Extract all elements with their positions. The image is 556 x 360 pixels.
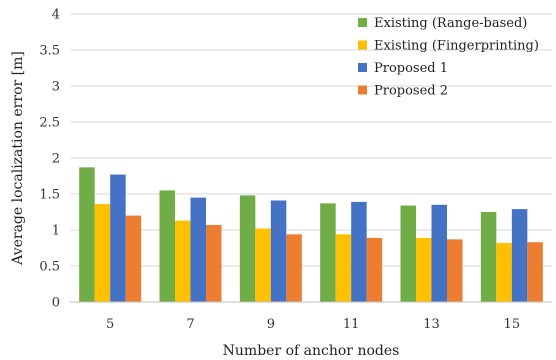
bar — [431, 204, 447, 302]
y-tick-label: 2.5 — [39, 116, 60, 131]
x-tick-label: 5 — [106, 317, 114, 332]
bar — [79, 167, 95, 302]
x-tick-label: 7 — [186, 317, 194, 332]
y-tick-label: 1 — [52, 224, 60, 239]
legend: Existing (Range-based) Existing (Fingerpr… — [358, 16, 539, 99]
bar — [320, 203, 336, 302]
x-tick-label: 9 — [267, 317, 275, 332]
bar — [366, 237, 383, 302]
bar — [527, 242, 543, 302]
bars — [79, 167, 543, 302]
bar — [270, 200, 287, 302]
bar — [110, 174, 126, 302]
legend-swatch — [358, 40, 367, 50]
x-tick-labels: 5 7 9 11 13 15 — [106, 317, 520, 332]
y-tick-label: 3 — [52, 80, 60, 95]
y-tick-label: 0.5 — [39, 260, 60, 275]
y-tick-label: 3.5 — [39, 44, 60, 59]
y-tick-labels: 0 0.5 1 1.5 2 2.5 3 3.5 4 — [39, 8, 60, 311]
bar — [447, 239, 463, 302]
bar — [94, 204, 111, 302]
bar — [125, 215, 142, 302]
bar — [480, 212, 497, 302]
y-tick-label: 1.5 — [39, 188, 60, 203]
bar — [286, 234, 302, 302]
x-tick-label: 13 — [423, 317, 440, 332]
bar — [190, 197, 206, 302]
y-tick-label: 0 — [52, 296, 60, 311]
bar — [351, 201, 367, 302]
gridlines — [70, 13, 552, 267]
y-tick-label: 2 — [52, 152, 60, 167]
legend-swatch — [358, 85, 367, 95]
legend-label: Proposed 1 — [374, 61, 448, 76]
y-axis-title: Average localization error [m] — [10, 51, 26, 266]
x-axis-title: Number of anchor nodes — [223, 343, 400, 359]
y-tick-label: 4 — [52, 8, 60, 23]
bar — [159, 190, 175, 302]
legend-swatch — [358, 18, 367, 27]
bar — [206, 224, 222, 302]
bar — [511, 209, 528, 302]
bar — [496, 242, 512, 302]
legend-label: Existing (Range-based) — [374, 16, 527, 31]
bar — [416, 237, 432, 302]
bar — [239, 195, 256, 302]
legend-swatch — [358, 63, 367, 72]
bar — [175, 220, 191, 302]
x-tick-label: 15 — [504, 317, 521, 332]
bar — [255, 228, 271, 302]
legend-label: Existing (Fingerprinting) — [374, 39, 539, 54]
x-tick-label: 11 — [343, 317, 360, 332]
legend-label: Proposed 2 — [374, 84, 448, 99]
bar — [400, 205, 416, 302]
bar — [335, 234, 352, 302]
